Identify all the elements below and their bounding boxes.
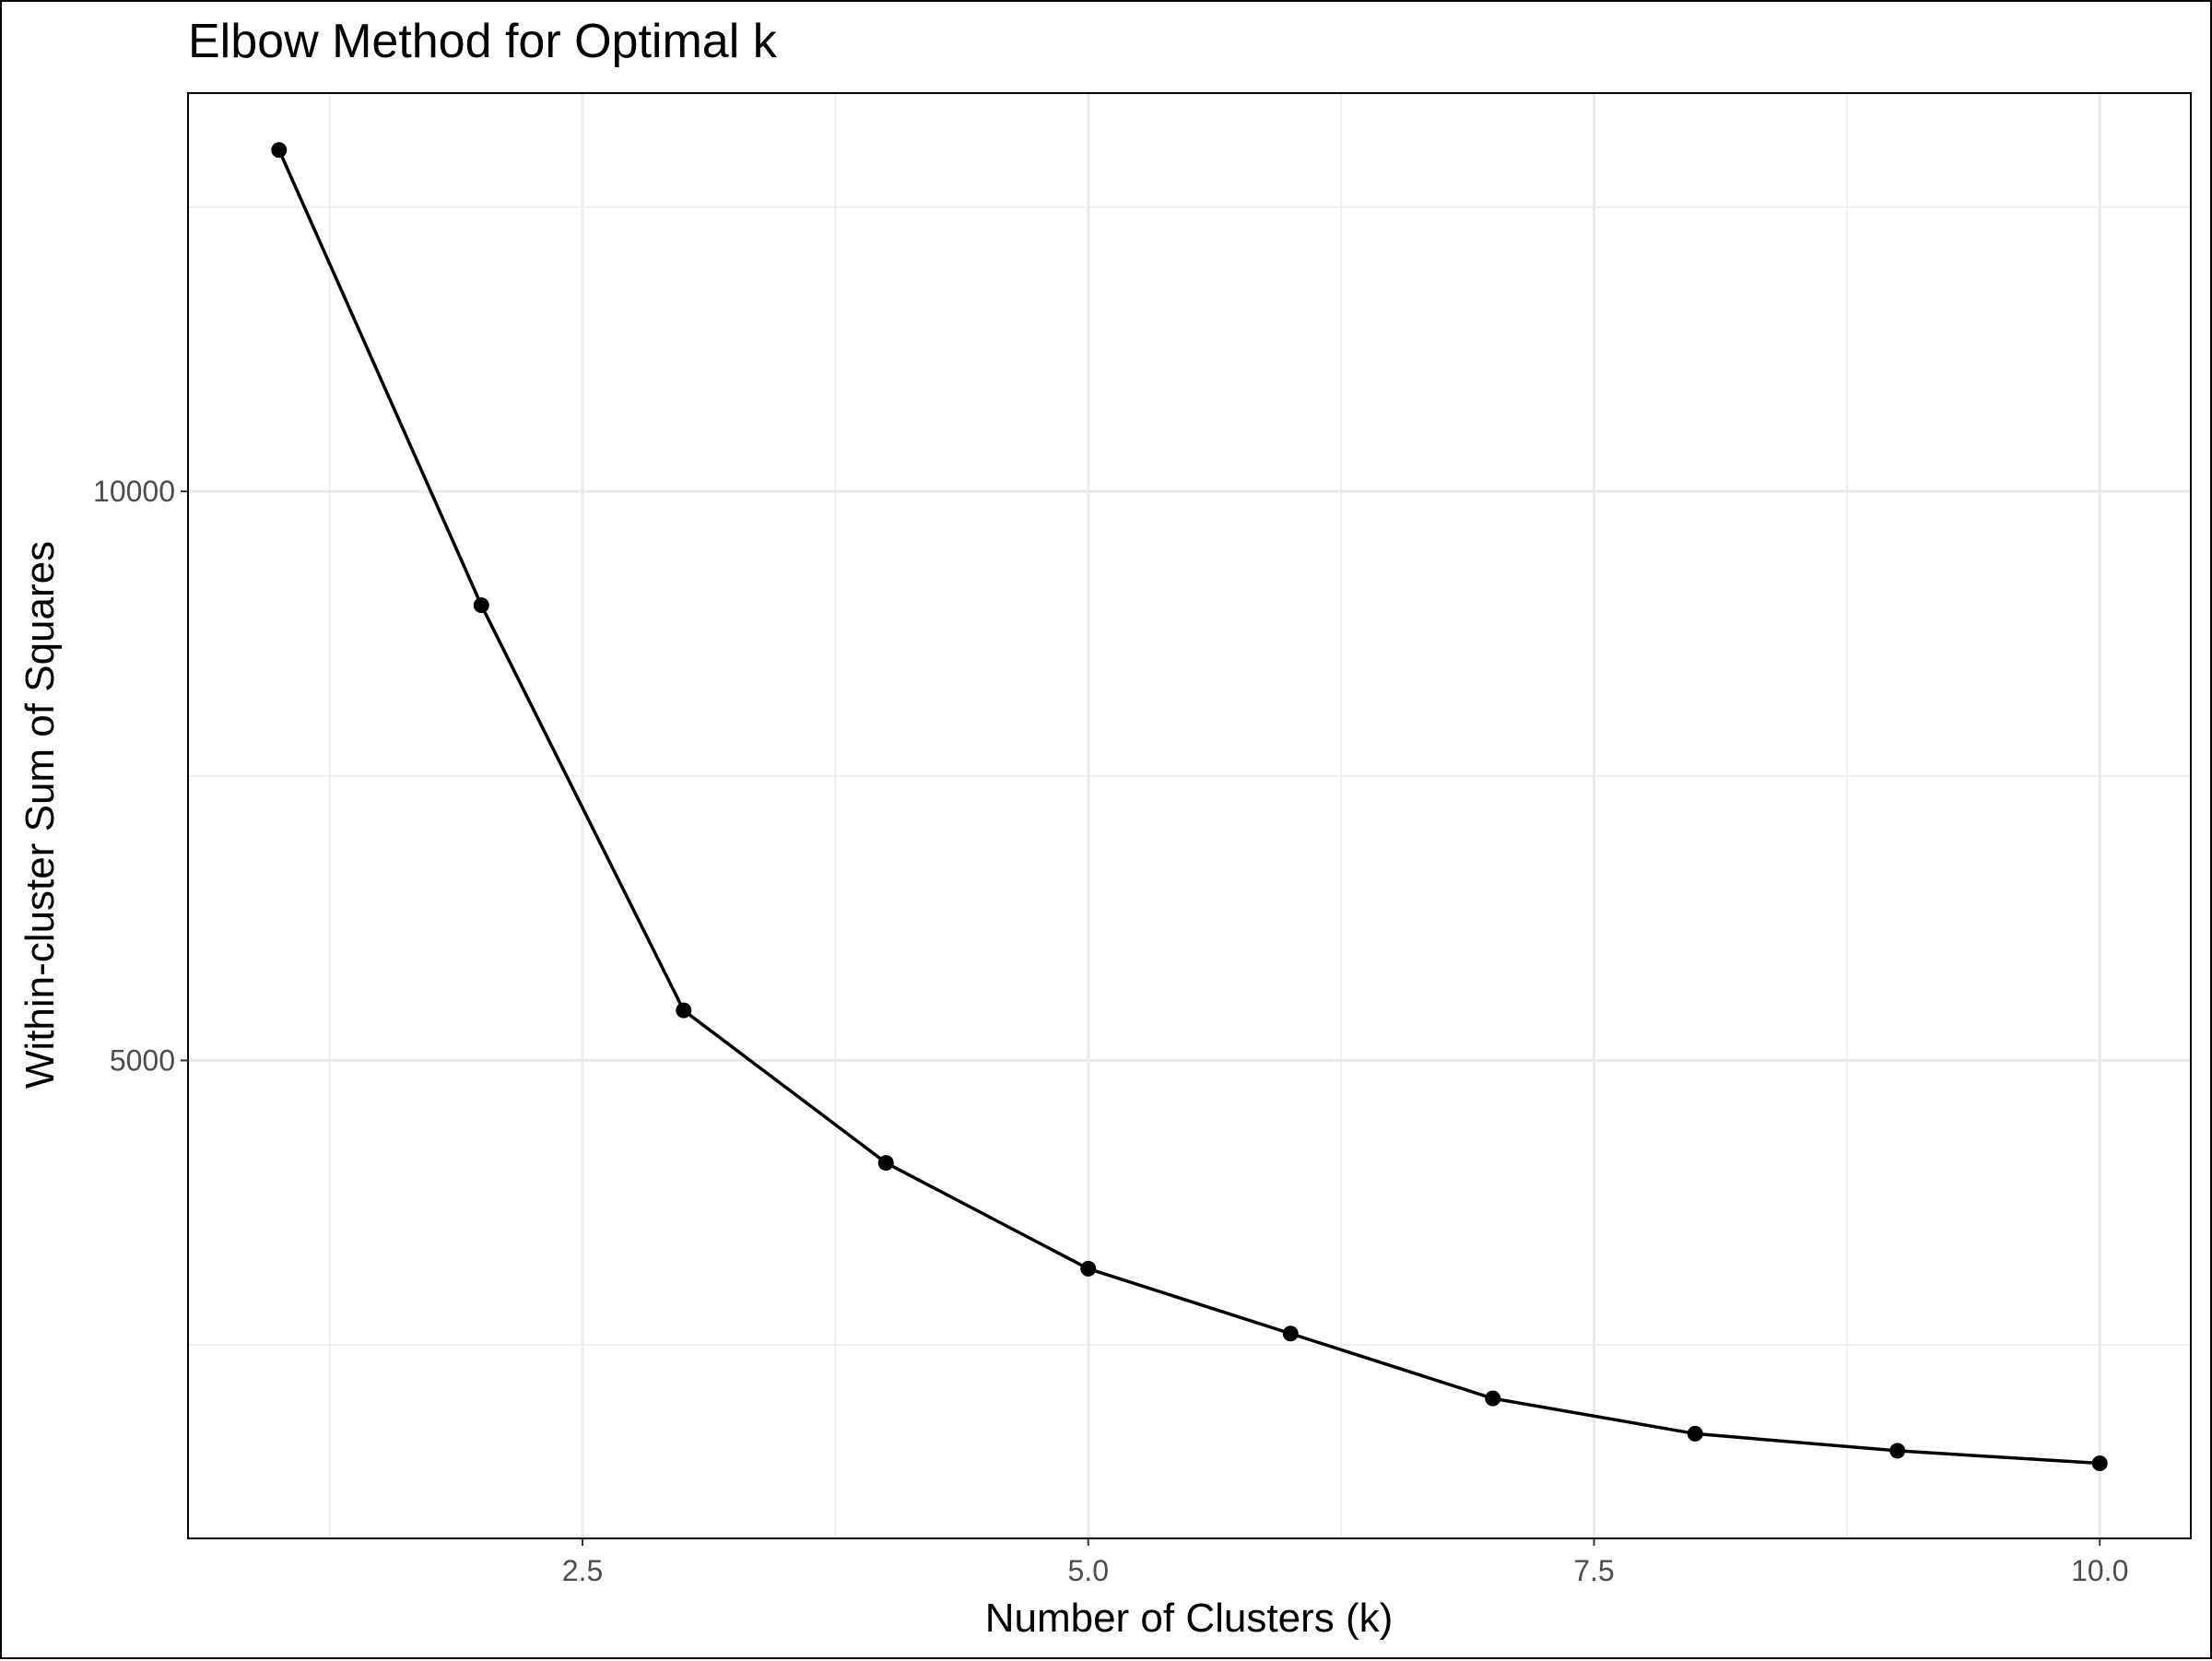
x-axis-title: Number of Clusters (k) xyxy=(985,1596,1394,1641)
data-point xyxy=(676,1002,692,1019)
plot-panel-border xyxy=(187,92,2192,1539)
chart-title: Elbow Method for Optimal k xyxy=(188,15,778,68)
data-point xyxy=(1889,1443,1906,1459)
axis-ticks: 2.5 5.0 7.5 10.0 5000 10000 xyxy=(93,475,2128,1587)
data-point xyxy=(1282,1325,1299,1342)
data-point xyxy=(473,597,489,614)
data-point xyxy=(1687,1425,1703,1442)
data-point xyxy=(271,142,288,159)
x-tick-label: 5.0 xyxy=(1068,1554,1109,1587)
x-tick-label: 2.5 xyxy=(562,1554,603,1587)
data-point xyxy=(1080,1260,1097,1277)
series-line xyxy=(277,149,2100,1466)
data-point xyxy=(1485,1390,1501,1407)
y-tick-label: 5000 xyxy=(110,1043,175,1077)
x-tick-label: 10.0 xyxy=(2071,1554,2128,1587)
series-layer xyxy=(271,142,2108,1472)
data-point xyxy=(877,1155,894,1172)
y-tick-label: 10000 xyxy=(93,475,175,508)
y-axis-title: Within-cluster Sum of Squares xyxy=(18,541,63,1089)
grid-layer xyxy=(188,93,2191,1538)
x-tick-label: 7.5 xyxy=(1573,1554,1614,1587)
data-point xyxy=(2091,1455,2108,1472)
